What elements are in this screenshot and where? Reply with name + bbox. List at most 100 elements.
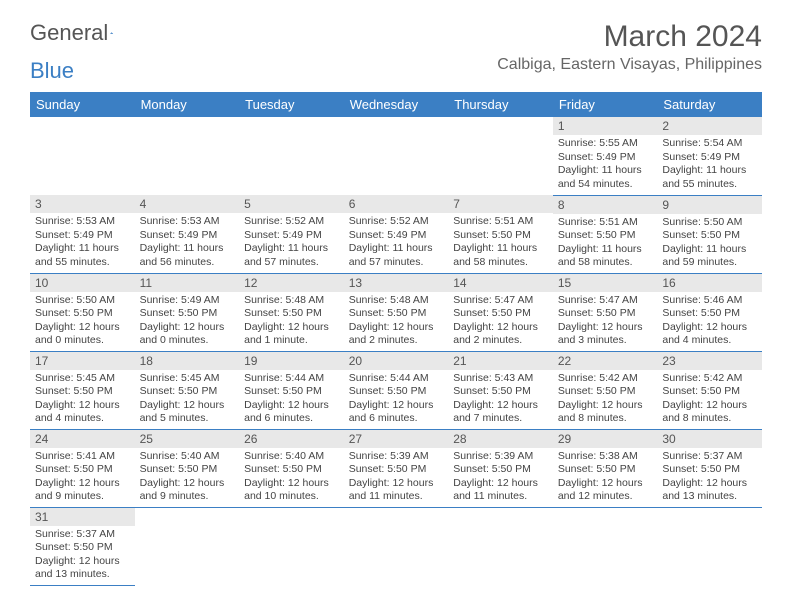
brand-part2: Blue: [30, 58, 74, 84]
calendar-row: 10Sunrise: 5:50 AMSunset: 5:50 PMDayligh…: [30, 273, 762, 351]
day-number: 10: [30, 274, 135, 292]
calendar-cell: 3Sunrise: 5:53 AMSunset: 5:49 PMDaylight…: [30, 195, 135, 273]
sail-icon: [110, 26, 113, 40]
day-details: Sunrise: 5:44 AMSunset: 5:50 PMDaylight:…: [239, 370, 344, 429]
day-details: Sunrise: 5:50 AMSunset: 5:50 PMDaylight:…: [30, 292, 135, 351]
day-number: 2: [657, 117, 762, 135]
day-number: 23: [657, 352, 762, 370]
day-number: 31: [30, 508, 135, 526]
day-header: Saturday: [657, 92, 762, 117]
day-details: Sunrise: 5:40 AMSunset: 5:50 PMDaylight:…: [239, 448, 344, 507]
calendar-body: 1Sunrise: 5:55 AMSunset: 5:49 PMDaylight…: [30, 117, 762, 585]
day-details: Sunrise: 5:37 AMSunset: 5:50 PMDaylight:…: [657, 448, 762, 507]
day-number: 3: [30, 195, 135, 213]
calendar-cell: [448, 507, 553, 585]
calendar-cell: 30Sunrise: 5:37 AMSunset: 5:50 PMDayligh…: [657, 429, 762, 507]
calendar-table: SundayMondayTuesdayWednesdayThursdayFrid…: [30, 92, 762, 586]
calendar-cell: 6Sunrise: 5:52 AMSunset: 5:49 PMDaylight…: [344, 195, 449, 273]
calendar-cell: 11Sunrise: 5:49 AMSunset: 5:50 PMDayligh…: [135, 273, 240, 351]
day-number: 21: [448, 352, 553, 370]
day-details: Sunrise: 5:40 AMSunset: 5:50 PMDaylight:…: [135, 448, 240, 507]
calendar-cell: 23Sunrise: 5:42 AMSunset: 5:50 PMDayligh…: [657, 351, 762, 429]
calendar-cell: 15Sunrise: 5:47 AMSunset: 5:50 PMDayligh…: [553, 273, 658, 351]
calendar-cell: 21Sunrise: 5:43 AMSunset: 5:50 PMDayligh…: [448, 351, 553, 429]
day-details: Sunrise: 5:45 AMSunset: 5:50 PMDaylight:…: [30, 370, 135, 429]
day-details: Sunrise: 5:49 AMSunset: 5:50 PMDaylight:…: [135, 292, 240, 351]
day-number: 13: [344, 274, 449, 292]
calendar-head: SundayMondayTuesdayWednesdayThursdayFrid…: [30, 92, 762, 117]
day-details: Sunrise: 5:48 AMSunset: 5:50 PMDaylight:…: [239, 292, 344, 351]
calendar-cell: [657, 507, 762, 585]
day-number: 9: [657, 196, 762, 214]
day-details: Sunrise: 5:43 AMSunset: 5:50 PMDaylight:…: [448, 370, 553, 429]
day-details: Sunrise: 5:39 AMSunset: 5:50 PMDaylight:…: [448, 448, 553, 507]
day-number: 1: [553, 117, 658, 135]
calendar-cell: [135, 507, 240, 585]
calendar-cell: [135, 117, 240, 195]
calendar-cell: [553, 507, 658, 585]
day-details: Sunrise: 5:42 AMSunset: 5:50 PMDaylight:…: [657, 370, 762, 429]
day-details: Sunrise: 5:47 AMSunset: 5:50 PMDaylight:…: [553, 292, 658, 351]
calendar-row: 1Sunrise: 5:55 AMSunset: 5:49 PMDaylight…: [30, 117, 762, 195]
calendar-cell: [239, 507, 344, 585]
day-number: 6: [344, 195, 449, 213]
calendar-cell: 31Sunrise: 5:37 AMSunset: 5:50 PMDayligh…: [30, 507, 135, 585]
calendar-cell: [344, 117, 449, 195]
day-number: 19: [239, 352, 344, 370]
day-details: Sunrise: 5:37 AMSunset: 5:50 PMDaylight:…: [30, 526, 135, 585]
calendar-cell: [239, 117, 344, 195]
calendar-cell: 9Sunrise: 5:50 AMSunset: 5:50 PMDaylight…: [657, 195, 762, 273]
calendar-cell: 8Sunrise: 5:51 AMSunset: 5:50 PMDaylight…: [553, 195, 658, 273]
day-number: 20: [344, 352, 449, 370]
calendar-cell: 29Sunrise: 5:38 AMSunset: 5:50 PMDayligh…: [553, 429, 658, 507]
month-title: March 2024: [497, 20, 762, 54]
day-details: Sunrise: 5:51 AMSunset: 5:50 PMDaylight:…: [448, 213, 553, 272]
calendar-cell: 25Sunrise: 5:40 AMSunset: 5:50 PMDayligh…: [135, 429, 240, 507]
day-number: 14: [448, 274, 553, 292]
day-details: Sunrise: 5:44 AMSunset: 5:50 PMDaylight:…: [344, 370, 449, 429]
day-number: 12: [239, 274, 344, 292]
day-details: Sunrise: 5:51 AMSunset: 5:50 PMDaylight:…: [553, 214, 658, 273]
day-number: 25: [135, 430, 240, 448]
calendar-cell: 22Sunrise: 5:42 AMSunset: 5:50 PMDayligh…: [553, 351, 658, 429]
day-number: 18: [135, 352, 240, 370]
day-number: 27: [344, 430, 449, 448]
day-details: Sunrise: 5:52 AMSunset: 5:49 PMDaylight:…: [239, 213, 344, 272]
calendar-cell: [30, 117, 135, 195]
calendar-cell: 2Sunrise: 5:54 AMSunset: 5:49 PMDaylight…: [657, 117, 762, 195]
calendar-cell: [448, 117, 553, 195]
day-header: Wednesday: [344, 92, 449, 117]
brand-logo: General: [30, 20, 130, 46]
calendar-cell: 13Sunrise: 5:48 AMSunset: 5:50 PMDayligh…: [344, 273, 449, 351]
day-header: Sunday: [30, 92, 135, 117]
calendar-cell: 19Sunrise: 5:44 AMSunset: 5:50 PMDayligh…: [239, 351, 344, 429]
day-details: Sunrise: 5:39 AMSunset: 5:50 PMDaylight:…: [344, 448, 449, 507]
day-number: 28: [448, 430, 553, 448]
day-details: Sunrise: 5:38 AMSunset: 5:50 PMDaylight:…: [553, 448, 658, 507]
calendar-cell: 28Sunrise: 5:39 AMSunset: 5:50 PMDayligh…: [448, 429, 553, 507]
day-number: 8: [553, 196, 658, 214]
day-header: Thursday: [448, 92, 553, 117]
day-details: Sunrise: 5:53 AMSunset: 5:49 PMDaylight:…: [30, 213, 135, 272]
day-header: Tuesday: [239, 92, 344, 117]
day-details: Sunrise: 5:50 AMSunset: 5:50 PMDaylight:…: [657, 214, 762, 273]
day-header: Friday: [553, 92, 658, 117]
day-details: Sunrise: 5:47 AMSunset: 5:50 PMDaylight:…: [448, 292, 553, 351]
day-number: 24: [30, 430, 135, 448]
location-text: Calbiga, Eastern Visayas, Philippines: [497, 56, 762, 74]
calendar-cell: 10Sunrise: 5:50 AMSunset: 5:50 PMDayligh…: [30, 273, 135, 351]
calendar-cell: 20Sunrise: 5:44 AMSunset: 5:50 PMDayligh…: [344, 351, 449, 429]
day-number: 29: [553, 430, 658, 448]
calendar-cell: 24Sunrise: 5:41 AMSunset: 5:50 PMDayligh…: [30, 429, 135, 507]
day-details: Sunrise: 5:48 AMSunset: 5:50 PMDaylight:…: [344, 292, 449, 351]
day-details: Sunrise: 5:41 AMSunset: 5:50 PMDaylight:…: [30, 448, 135, 507]
day-number: 4: [135, 195, 240, 213]
day-details: Sunrise: 5:53 AMSunset: 5:49 PMDaylight:…: [135, 213, 240, 272]
day-details: Sunrise: 5:55 AMSunset: 5:49 PMDaylight:…: [553, 135, 658, 194]
day-details: Sunrise: 5:52 AMSunset: 5:49 PMDaylight:…: [344, 213, 449, 272]
calendar-cell: 16Sunrise: 5:46 AMSunset: 5:50 PMDayligh…: [657, 273, 762, 351]
calendar-cell: 12Sunrise: 5:48 AMSunset: 5:50 PMDayligh…: [239, 273, 344, 351]
calendar-cell: 4Sunrise: 5:53 AMSunset: 5:49 PMDaylight…: [135, 195, 240, 273]
calendar-cell: 14Sunrise: 5:47 AMSunset: 5:50 PMDayligh…: [448, 273, 553, 351]
calendar-cell: 1Sunrise: 5:55 AMSunset: 5:49 PMDaylight…: [553, 117, 658, 195]
